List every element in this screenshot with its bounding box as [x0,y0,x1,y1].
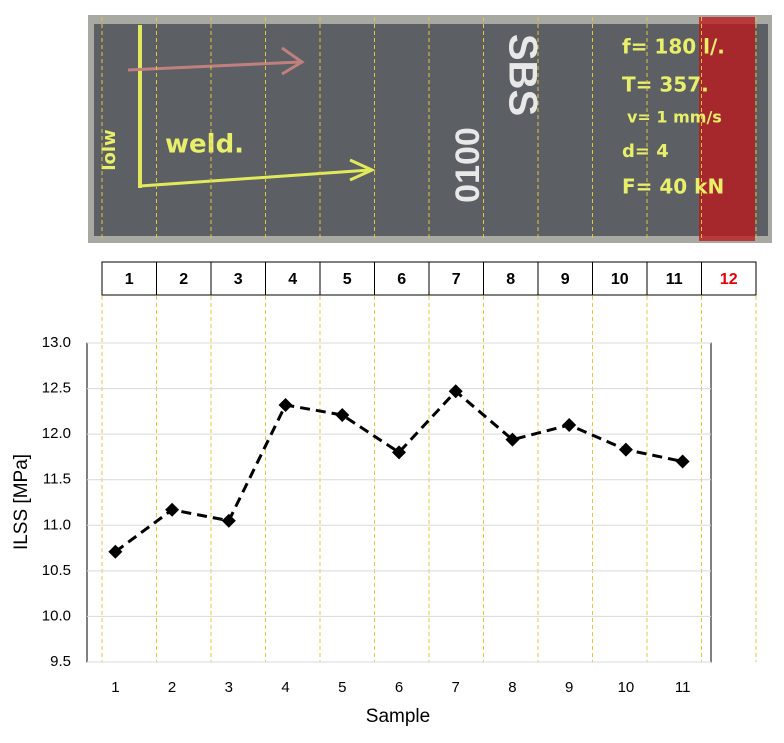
strip-cell [319,261,375,296]
annotation: T= 357. [622,73,709,97]
y-tick-label: 12.5 [42,380,71,397]
y-tick-label: 11.0 [43,516,71,533]
data-point [221,513,236,528]
data-point [505,432,520,447]
annotation: F= 40 kN [622,175,724,199]
strip-label: 5 [343,271,352,288]
x-tick-label: 9 [565,679,573,696]
x-axis-title: Sample [366,706,430,727]
data-point [618,442,633,457]
y-tick-label: 12.0 [42,425,71,442]
strip-cell [646,261,702,296]
plot-frame [86,342,712,663]
y-tick-label: 13.0 [42,334,71,351]
strip-cell [101,261,157,296]
strip-label: 8 [506,271,515,288]
strip-label: 9 [561,271,570,288]
y-tick-label: 10.0 [42,607,71,624]
strip-cell [483,261,539,296]
strip-cell [701,261,757,296]
strip-label: 10 [611,271,629,288]
data-point [448,384,463,399]
strip-cell [537,261,593,296]
y-tick-label: 9.5 [50,653,71,670]
data-point [675,454,690,469]
arrow-head [349,158,376,182]
strip-cell [156,261,212,296]
strip-cell [210,261,266,296]
strip-label: 3 [234,271,243,288]
y-tick-label: 10.5 [42,562,71,579]
arrow [139,168,371,188]
strip-label: 12 [720,271,738,288]
x-tick-label: 4 [281,679,289,696]
data-point [392,445,406,460]
data-line [114,389,683,553]
x-tick-label: 3 [225,679,233,696]
x-tick-label: 2 [168,679,176,696]
data-point [278,397,293,412]
strip-cell [428,261,484,296]
data-point [335,408,350,423]
y-axis-title: ILSS [MPa] [11,454,32,550]
annotation: v= 1 mm/s [627,108,722,127]
arrow-head [281,46,305,76]
annotation: weld. [165,130,244,160]
strip-cell [265,261,321,296]
annotation: lolw [99,129,120,170]
x-tick-label: 11 [675,679,691,696]
strip-cell [592,261,648,296]
strip-label: 11 [666,271,683,288]
strip-label: 2 [179,271,188,288]
x-tick-label: 7 [452,679,460,696]
x-tick-label: 5 [338,679,346,696]
annotation: SBS [500,34,544,116]
annotation: f= 180 l/. [622,35,725,59]
annotation: 0100 [449,127,487,203]
data-point [165,502,180,517]
x-tick-label: 8 [508,679,516,696]
cut-highlight [699,17,755,241]
annotation: d= 4 [622,141,669,162]
strip-cell [374,261,430,296]
y-tick-label: 11.5 [43,471,71,488]
data-point [108,544,123,559]
specimen [94,24,768,236]
x-tick-label: 10 [618,679,635,696]
x-tick-label: 6 [395,679,403,696]
data-point [562,418,577,433]
strip-label: 6 [397,271,406,288]
strip-label: 7 [452,271,461,288]
strip-label: 1 [125,271,134,288]
x-tick-label: 1 [111,679,119,696]
strip-label: 4 [288,271,297,288]
